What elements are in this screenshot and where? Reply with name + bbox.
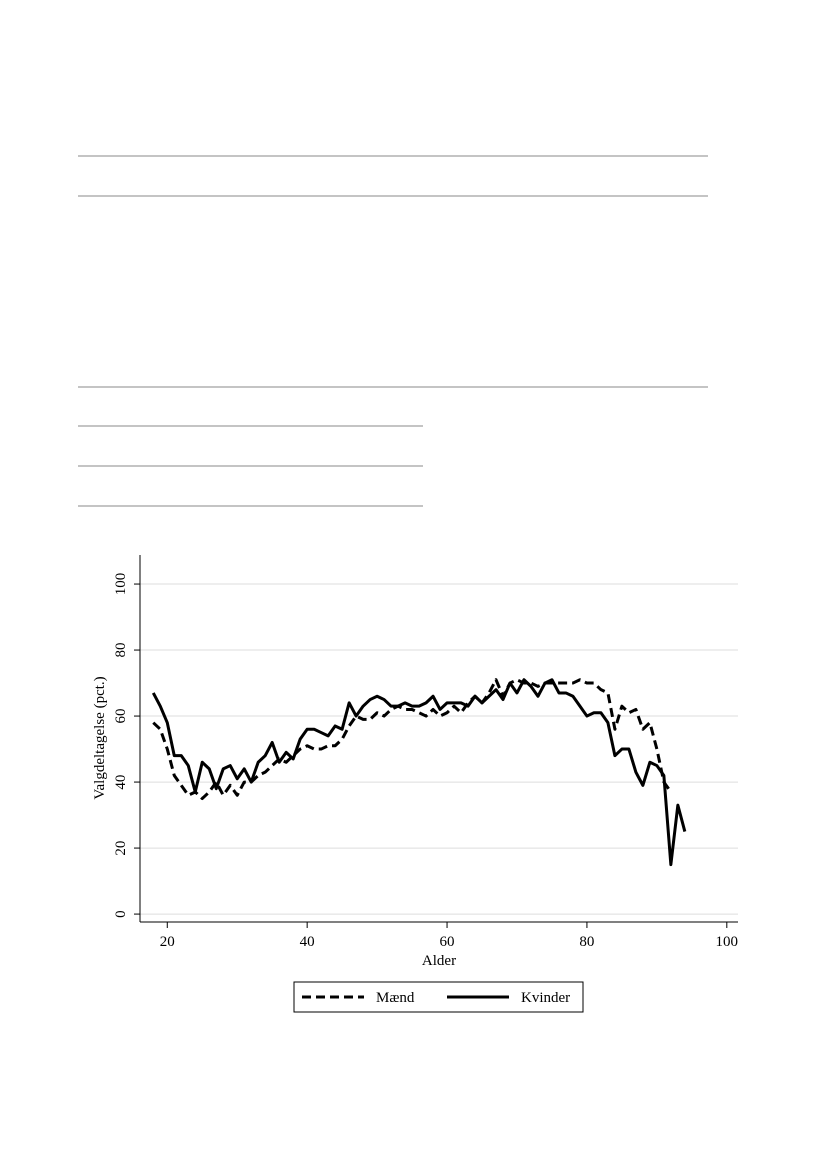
series-line (151, 678, 687, 867)
series-line (152, 678, 673, 801)
x-tick-label: 20 (160, 934, 175, 950)
legend-label: Kvinder (521, 990, 570, 1006)
x-tick-label: 60 (440, 934, 455, 950)
legend-box (293, 981, 584, 1013)
y-tick-label: 20 (113, 841, 129, 856)
x-tick-label: 80 (579, 934, 594, 950)
x-tick-label: 40 (300, 934, 315, 950)
y-tick-label: 80 (113, 643, 129, 658)
y-axis-title: Valgdeltagelse (pct.) (92, 676, 108, 799)
x-axis-title: Alder (422, 953, 456, 969)
y-tick-label: 100 (113, 573, 129, 596)
y-tick-label: 0 (113, 910, 129, 918)
y-tick-label: 60 (113, 709, 129, 724)
y-tick-label: 40 (113, 775, 129, 790)
legend-label: Mænd (376, 990, 415, 1006)
x-tick-label: 100 (716, 934, 739, 950)
